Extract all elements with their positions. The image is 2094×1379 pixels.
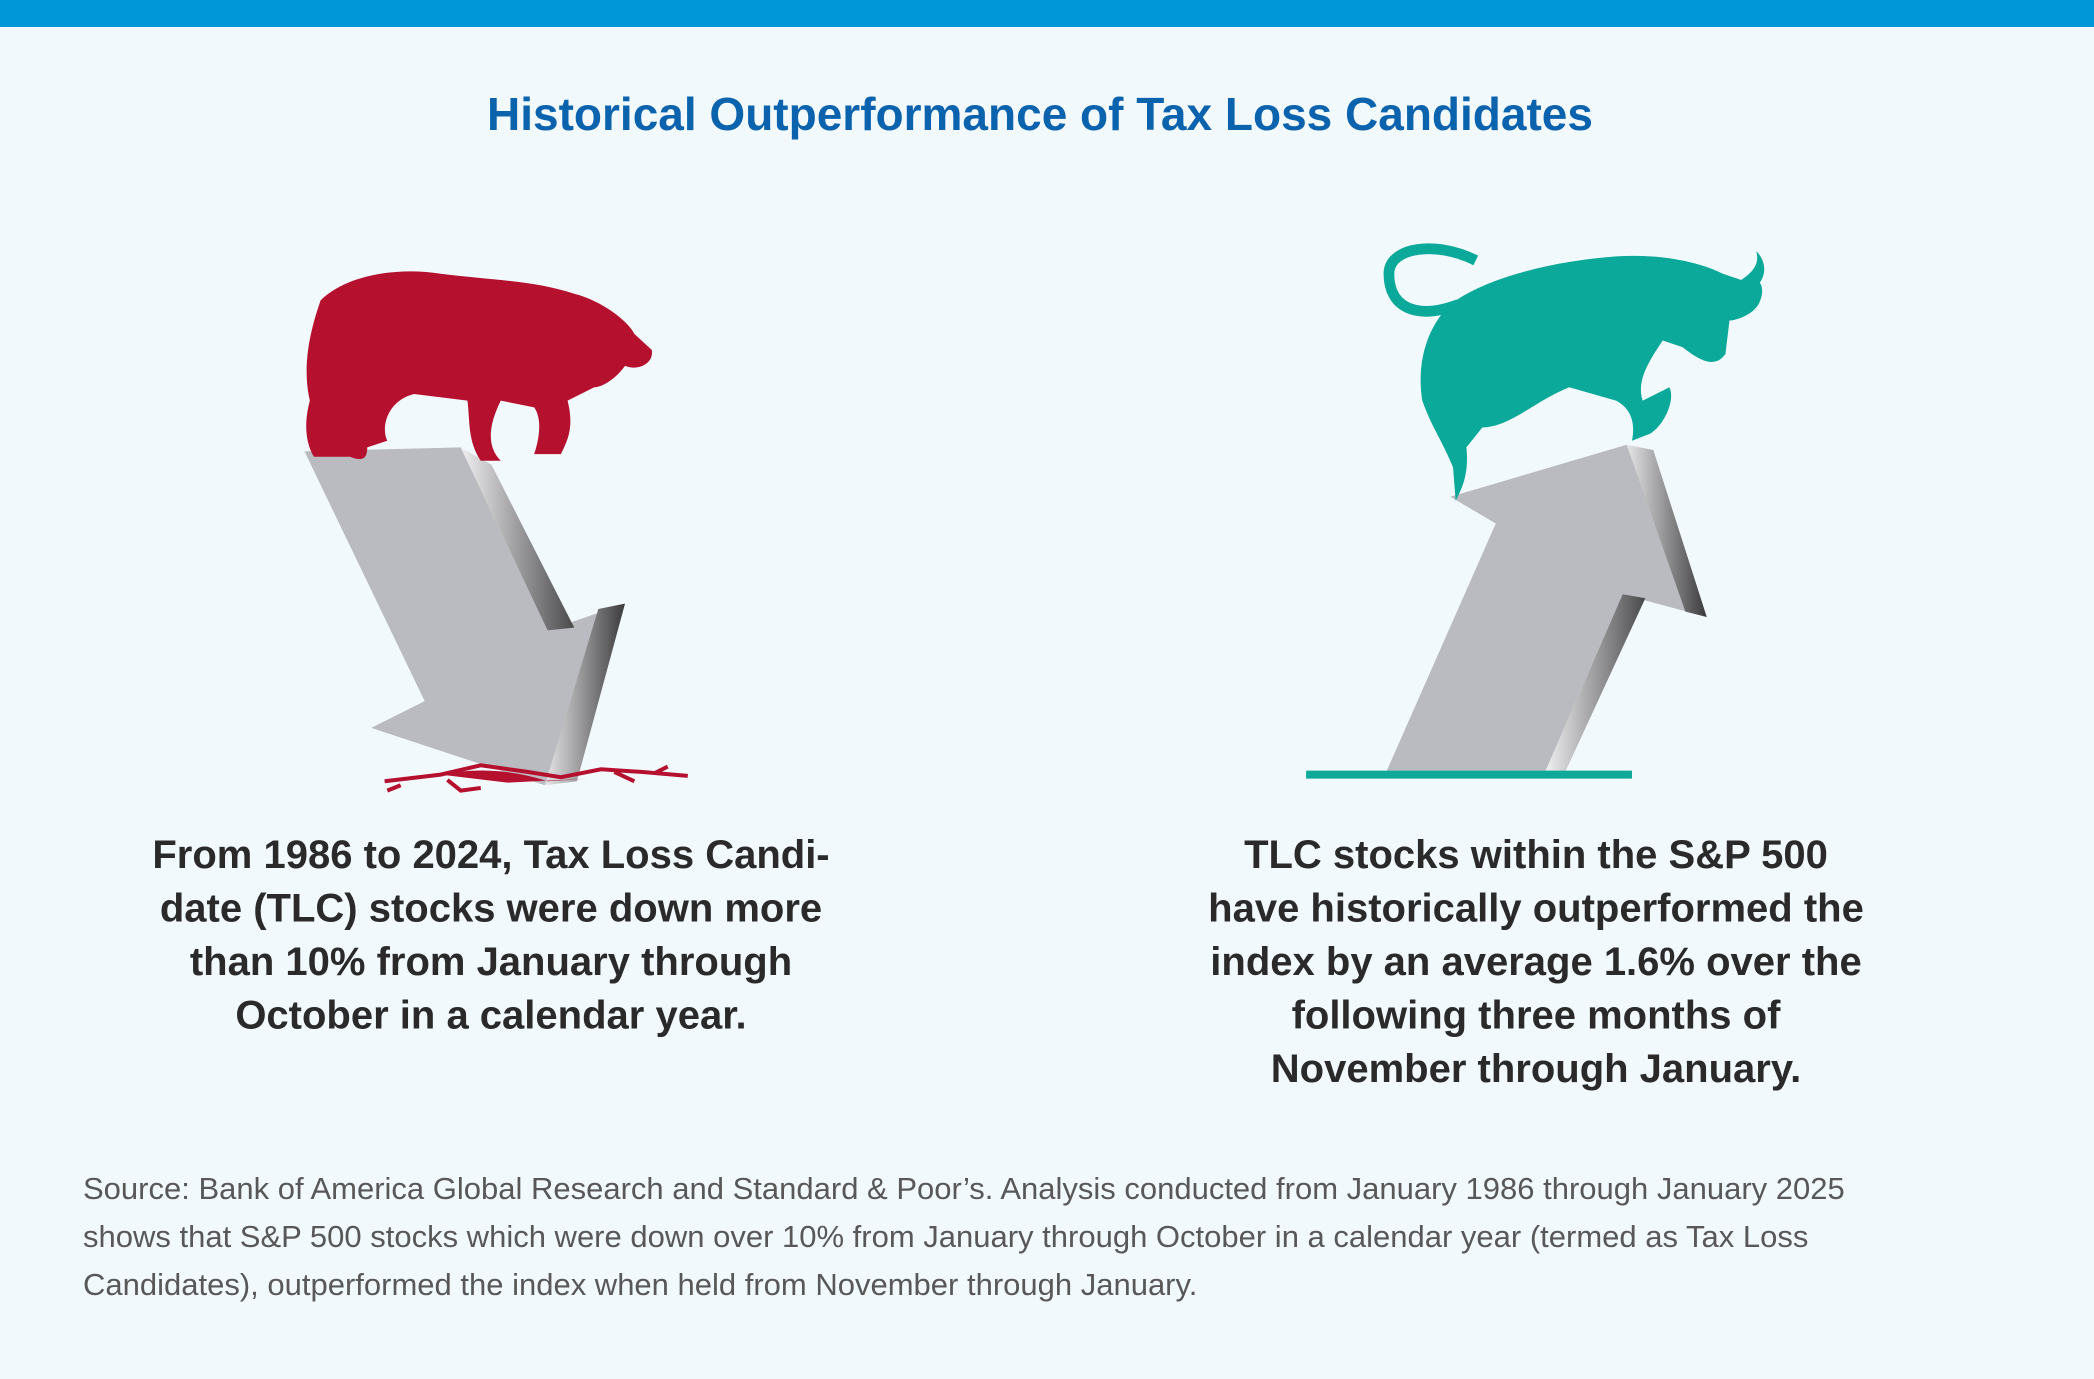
- text-line: than 10% from January through: [190, 940, 792, 984]
- text-line: TLC stocks within the S&P 500: [1244, 833, 1828, 877]
- text-line: have historically outperformed the: [1208, 887, 1864, 931]
- text-line: following three months of: [1292, 994, 1782, 1038]
- left-text: From 1986 to 2024, Tax Loss Candi-date (…: [152, 833, 829, 1038]
- illustrations: [304, 243, 1765, 793]
- source-line: shows that S&P 500 stocks which were dow…: [83, 1219, 1808, 1254]
- up-arrow: [1306, 444, 1707, 779]
- text-line: index by an average 1.6% over the: [1210, 940, 1861, 984]
- title: Historical Outperformance of Tax Loss Ca…: [487, 88, 1593, 140]
- source-line: Source: Bank of America Global Research …: [83, 1171, 1845, 1206]
- down-arrow: [304, 447, 688, 793]
- text-line: date (TLC) stocks were down more: [160, 887, 822, 931]
- bear: [306, 271, 653, 461]
- text-line: November through January.: [1271, 1047, 1801, 1091]
- text-line: From 1986 to 2024, Tax Loss Candi-: [152, 833, 829, 877]
- right-text: TLC stocks within the S&P 500 have histor…: [1208, 833, 1864, 1091]
- source-note: Source: Bank of America Global Research …: [83, 1171, 1845, 1302]
- text-line: October in a calendar year.: [235, 994, 746, 1038]
- top-bar: [0, 0, 2094, 27]
- source-line: Candidates), outperformed the index when…: [83, 1267, 1197, 1302]
- bull: [1383, 243, 1765, 501]
